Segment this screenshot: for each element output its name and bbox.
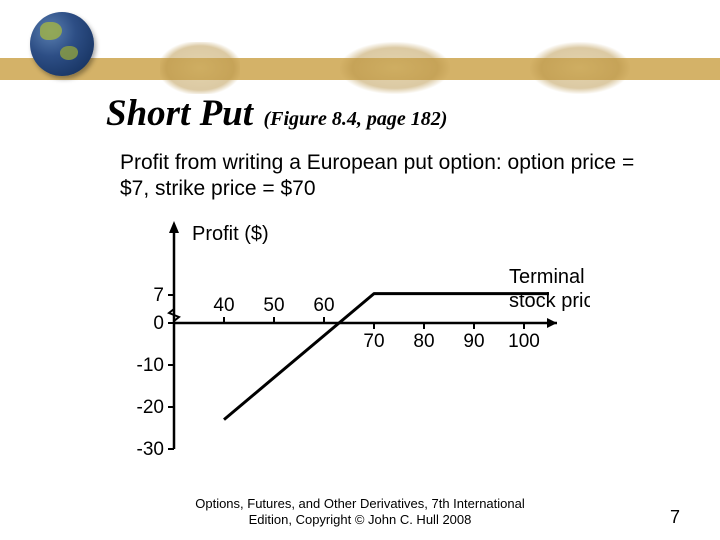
globe-icon xyxy=(30,12,94,76)
svg-text:0: 0 xyxy=(153,313,164,334)
svg-text:Profit ($): Profit ($) xyxy=(192,223,269,245)
page-number: 7 xyxy=(670,507,680,528)
footer-line2: Edition, Copyright © John C. Hull 2008 xyxy=(0,512,720,528)
svg-text:-30: -30 xyxy=(137,439,164,460)
svg-text:7: 7 xyxy=(153,285,164,306)
svg-text:100: 100 xyxy=(508,331,540,352)
footer: Options, Futures, and Other Derivatives,… xyxy=(0,496,720,529)
footer-line1: Options, Futures, and Other Derivatives,… xyxy=(0,496,720,512)
slide-title: Short Put (Figure 8.4, page 182) xyxy=(106,92,447,135)
svg-text:40: 40 xyxy=(213,295,234,316)
payoff-chart: 70-10-20-30405060708090100Profit ($)Term… xyxy=(130,218,590,468)
title-sub: (Figure 8.4, page 182) xyxy=(264,108,448,130)
map-decor-1 xyxy=(160,42,240,94)
svg-text:Terminal: Terminal xyxy=(509,266,585,288)
map-decor-2 xyxy=(340,42,450,94)
title-main: Short Put xyxy=(106,93,253,134)
svg-text:-20: -20 xyxy=(137,397,164,418)
svg-text:80: 80 xyxy=(413,331,434,352)
svg-text:-10: -10 xyxy=(137,355,164,376)
svg-text:90: 90 xyxy=(463,331,484,352)
svg-text:50: 50 xyxy=(263,295,284,316)
chart-svg: 70-10-20-30405060708090100Profit ($)Term… xyxy=(130,218,590,468)
description: Profit from writing a European put optio… xyxy=(120,150,660,203)
map-decor-3 xyxy=(530,42,630,94)
svg-text:70: 70 xyxy=(363,331,384,352)
svg-text:60: 60 xyxy=(313,295,334,316)
